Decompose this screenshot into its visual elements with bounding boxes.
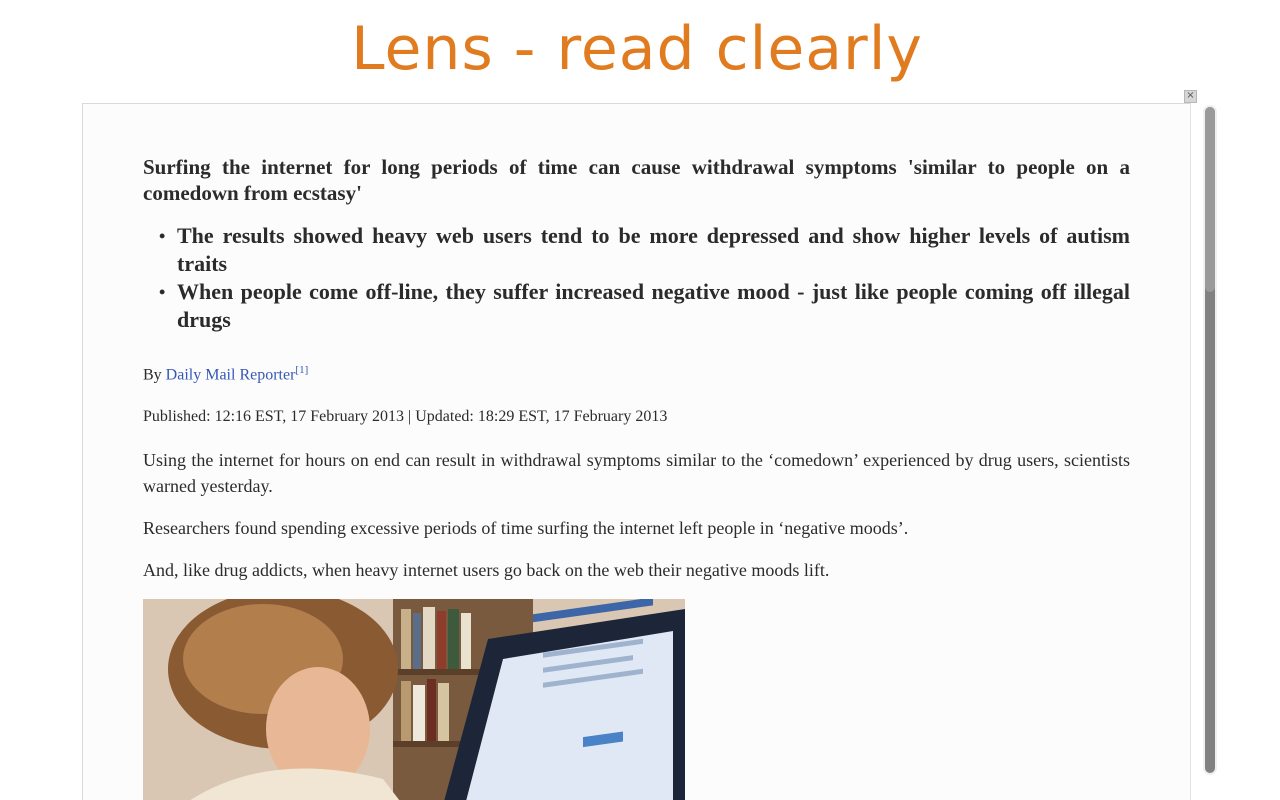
summary-item: • The results showed heavy web users ten… bbox=[159, 222, 1130, 278]
article-headline: Surfing the internet for long periods of… bbox=[143, 155, 1130, 205]
article-paragraph: Researchers found spending excessive per… bbox=[143, 518, 909, 539]
dateline: Published: 12:16 EST, 17 February 2013 |… bbox=[143, 408, 668, 426]
byline: By Daily Mail Reporter[1] bbox=[143, 358, 1130, 387]
summary-item: • When people come off-line, they suffer… bbox=[159, 278, 1130, 334]
byline-prefix: By bbox=[143, 366, 166, 384]
app-title: Lens - read clearly bbox=[351, 14, 923, 84]
article-photo bbox=[143, 599, 685, 800]
scrollbar-grip[interactable] bbox=[1205, 107, 1215, 292]
summary-item-text: The results showed heavy web users tend … bbox=[177, 223, 1130, 276]
summary-list: • The results showed heavy web users ten… bbox=[143, 222, 1130, 334]
author-link[interactable]: Daily Mail Reporter bbox=[165, 366, 296, 384]
summary-item-text: When people come off-line, they suffer i… bbox=[177, 279, 1130, 332]
article-paragraph: Using the internet for hours on end can … bbox=[143, 450, 1130, 497]
bullet-icon: • bbox=[159, 226, 166, 246]
bullet-icon: • bbox=[159, 282, 166, 302]
scrollbar-thumb[interactable] bbox=[1205, 107, 1215, 773]
reader-panel: Surfing the internet for long periods of… bbox=[82, 103, 1191, 800]
author-reference[interactable]: [1] bbox=[295, 364, 309, 376]
photo-illustration bbox=[143, 599, 685, 800]
article-paragraph: And, like drug addicts, when heavy inter… bbox=[143, 560, 830, 581]
close-button[interactable]: × bbox=[1184, 90, 1197, 103]
article: Surfing the internet for long periods of… bbox=[143, 154, 1130, 800]
